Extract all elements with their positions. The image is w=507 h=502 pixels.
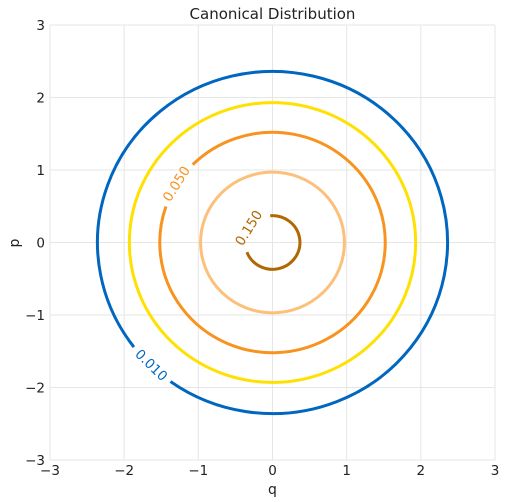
y-tick-label: 0 bbox=[36, 236, 45, 252]
y-axis-ticks: −3 −2 −1 0 1 2 3 bbox=[25, 18, 45, 469]
contour-lines bbox=[96, 69, 450, 416]
y-tick-label: −3 bbox=[25, 453, 45, 469]
x-tick-label: 1 bbox=[342, 463, 351, 479]
y-axis-label: p bbox=[7, 238, 23, 247]
x-tick-label: 2 bbox=[417, 463, 426, 479]
chart-title: Canonical Distribution bbox=[190, 5, 356, 23]
contour-line-0.05 bbox=[158, 130, 387, 355]
grid bbox=[49, 24, 496, 461]
x-axis-label: q bbox=[268, 482, 277, 498]
contour-line-0.025 bbox=[127, 101, 418, 384]
contour-label-0.010: 0.010 bbox=[131, 346, 170, 384]
y-tick-label: 3 bbox=[36, 18, 45, 34]
y-tick-label: 1 bbox=[36, 163, 45, 179]
x-tick-label: −3 bbox=[40, 463, 60, 479]
x-tick-label: −2 bbox=[114, 463, 134, 479]
contour-line-0.1 bbox=[199, 170, 346, 315]
y-tick-label: −2 bbox=[25, 381, 45, 397]
contour-line-0.01 bbox=[96, 69, 450, 416]
contour-line-0.15 bbox=[245, 214, 302, 271]
x-tick-label: 0 bbox=[268, 463, 277, 479]
x-tick-label: 3 bbox=[491, 463, 500, 479]
y-tick-label: −1 bbox=[25, 308, 45, 324]
y-tick-label: 2 bbox=[36, 91, 45, 107]
x-axis-ticks: −3 −2 −1 0 1 2 3 bbox=[40, 463, 499, 479]
x-tick-label: −1 bbox=[188, 463, 208, 479]
